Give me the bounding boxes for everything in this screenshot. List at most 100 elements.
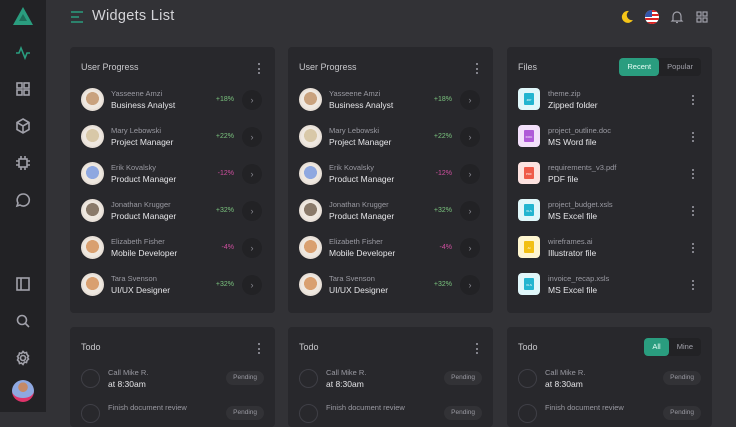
avatar [81, 162, 104, 185]
todo-checkbox[interactable] [299, 369, 318, 388]
user-role: Project Manager [329, 137, 392, 147]
user-row: Yasseene Amzi Business Analyst +18% › [81, 86, 264, 114]
file-more-button[interactable] [692, 95, 695, 106]
menu-icon[interactable] [71, 11, 85, 23]
status-badge: Pending [444, 406, 482, 420]
file-more-button[interactable] [692, 280, 695, 291]
todo-item: Call Mike R. at 8:30am Pending [299, 367, 482, 395]
sidebar [0, 0, 46, 412]
progress-change: +18% [215, 96, 234, 103]
logo-icon[interactable] [13, 7, 33, 25]
file-row[interactable]: XLS invoice_recap.xsls MS Excel file [518, 271, 701, 299]
view-user-button[interactable]: › [242, 90, 262, 110]
moon-icon[interactable] [620, 10, 634, 24]
file-row[interactable]: PDF requirements_v3.pdf PDF file [518, 160, 701, 188]
todo-checkbox[interactable] [518, 404, 537, 423]
more-options-button[interactable] [258, 343, 261, 354]
file-row[interactable]: ZIP theme.zip Zipped folder [518, 86, 701, 114]
file-name: wireframes.ai [548, 237, 593, 246]
user-row: Elizabeth Fisher Mobile Developer -4% › [299, 234, 482, 262]
progress-change: -12% [435, 170, 452, 177]
tab-popular[interactable]: Popular [667, 62, 693, 71]
user-row: Tara Svenson UI/UX Designer +32% › [81, 271, 264, 299]
gear-icon [16, 350, 30, 366]
file-name: theme.zip [548, 89, 581, 98]
todo-time: at 8:30am [545, 379, 583, 389]
chevron-right-icon: › [468, 206, 472, 216]
todo-checkbox[interactable] [81, 404, 100, 423]
us-flag-icon[interactable] [645, 10, 659, 24]
view-user-button[interactable]: › [242, 275, 262, 295]
zip-folder-icon: ZIP [518, 88, 540, 110]
user-avatar[interactable] [12, 380, 34, 402]
view-user-button[interactable]: › [460, 201, 480, 221]
todo-card: Todo All Mine Call Mike R. at 8:30am Pendi… [507, 327, 712, 427]
user-name: Tara Svenson [111, 274, 157, 283]
view-user-button[interactable]: › [242, 164, 262, 184]
view-user-button[interactable]: › [460, 90, 480, 110]
view-user-button[interactable]: › [242, 201, 262, 221]
sidebar-item-chat[interactable] [15, 192, 31, 208]
avatar [299, 273, 322, 296]
chevron-right-icon: › [250, 280, 254, 290]
view-user-button[interactable]: › [242, 238, 262, 258]
view-user-button[interactable]: › [460, 164, 480, 184]
user-role: Business Analyst [329, 100, 394, 110]
file-name: requirements_v3.pdf [548, 163, 617, 172]
user-name: Elizabeth Fisher [111, 237, 165, 246]
progress-change: -4% [439, 244, 452, 251]
sidebar-item-cube[interactable] [15, 118, 31, 134]
chevron-right-icon: › [468, 132, 472, 142]
file-more-button[interactable] [692, 206, 695, 217]
status-badge: Pending [226, 371, 264, 385]
avatar [81, 236, 104, 259]
todo-task: Call Mike R. [108, 368, 149, 377]
sidebar-item-sidebar-panel[interactable] [15, 276, 31, 292]
more-options-button[interactable] [258, 63, 261, 74]
sidebar-item-chip[interactable] [15, 155, 31, 171]
progress-change: -4% [221, 244, 234, 251]
view-user-button[interactable]: › [460, 127, 480, 147]
view-user-button[interactable]: › [460, 275, 480, 295]
todo-checkbox[interactable] [299, 404, 318, 423]
user-role: Product Manager [329, 211, 395, 221]
todo-task: Call Mike R. [326, 368, 367, 377]
apps-grid-icon[interactable] [695, 10, 709, 24]
sidebar-item-gear[interactable] [15, 350, 31, 366]
user-name: Jonathan Krugger [329, 200, 389, 209]
file-name: project_outline.doc [548, 126, 611, 135]
tab-all[interactable]: All [644, 338, 669, 356]
view-user-button[interactable]: › [242, 127, 262, 147]
user-row: Mary Lebowski Project Manager +22% › [299, 123, 482, 151]
user-role: Project Manager [111, 137, 174, 147]
file-row[interactable]: XLS project_budget.xsls MS Excel file [518, 197, 701, 225]
todo-card: Todo Call Mike R. at 8:30am Pending Fini… [288, 327, 493, 427]
todo-checkbox[interactable] [518, 369, 537, 388]
tab-recent[interactable]: Recent [619, 58, 660, 76]
user-role: UI/UX Designer [111, 285, 171, 295]
user-role: Product Manager [111, 211, 177, 221]
more-options-button[interactable] [476, 343, 479, 354]
bell-icon[interactable] [670, 10, 684, 24]
file-row[interactable]: DOC project_outline.doc MS Word file [518, 123, 701, 151]
files-tabs: Recent Popular [619, 58, 701, 76]
view-user-button[interactable]: › [460, 238, 480, 258]
todo-checkbox[interactable] [81, 369, 100, 388]
file-more-button[interactable] [692, 169, 695, 180]
more-options-button[interactable] [476, 63, 479, 74]
file-more-button[interactable] [692, 243, 695, 254]
chevron-right-icon: › [250, 95, 254, 105]
user-row: Jonathan Krugger Product Manager +32% › [81, 197, 264, 225]
sidebar-item-activity[interactable] [15, 45, 31, 61]
avatar [299, 88, 322, 111]
sidebar-item-search[interactable] [15, 313, 31, 329]
excel-file-icon: XLS [518, 199, 540, 221]
file-row[interactable]: AI wireframes.ai Illustrator file [518, 234, 701, 262]
sidebar-item-grid[interactable] [15, 81, 31, 97]
file-more-button[interactable] [692, 132, 695, 143]
card-title: Todo [81, 342, 101, 352]
chat-icon [15, 193, 31, 208]
search-icon [16, 314, 30, 328]
user-role: UI/UX Designer [329, 285, 389, 295]
tab-mine[interactable]: Mine [676, 342, 693, 351]
